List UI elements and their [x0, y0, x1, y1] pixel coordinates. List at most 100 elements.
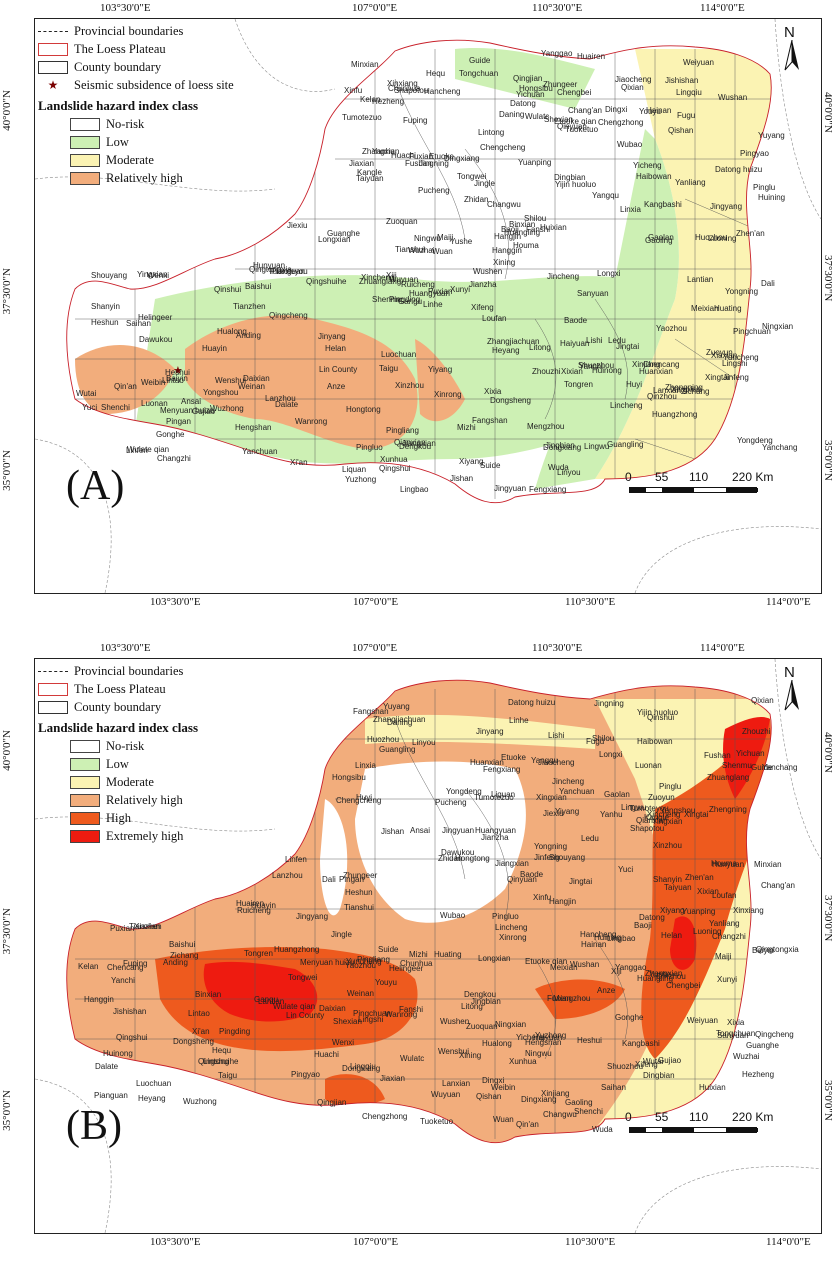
place-name-label: Liquan: [491, 790, 516, 799]
place-name-label: Jingyang: [710, 202, 743, 211]
place-name-label: Dali: [761, 279, 775, 288]
place-name-label: Anding: [163, 958, 188, 967]
place-name-label: Xingxian: [536, 793, 567, 802]
place-name-label: Wanrong: [295, 417, 328, 426]
place-name-label: Pingchuan: [353, 1009, 391, 1018]
place-name-label: Houma: [513, 241, 539, 250]
place-name-label: Dingxiang: [521, 1095, 557, 1104]
legend-no-risk: No-risk: [106, 116, 145, 131]
place-name-label: Linfen: [126, 446, 148, 455]
place-name-label: Wuyuan: [431, 1090, 461, 1099]
panel-b: 103°30'0"E 107°0'0"E 110°30'0"E 114°0'0"…: [0, 640, 837, 1273]
place-name-label: Daixian: [243, 374, 270, 383]
place-name-label: Huairen: [236, 899, 265, 908]
place-name-label: Huayin: [251, 901, 276, 910]
lon-tick-a-3: 110°30'0"E: [532, 2, 583, 14]
place-name-label: Sanyuan: [577, 289, 609, 298]
place-name-label: Lingbao: [400, 485, 429, 494]
place-name-label: Gonghe: [156, 430, 185, 439]
place-name-label: Haibowan: [636, 172, 672, 181]
place-name-label: Chengcheng: [480, 143, 526, 152]
place-name-label: Luonan: [141, 399, 168, 408]
place-name-label: Yangqu: [592, 191, 619, 200]
place-name-label: Wenshui: [438, 1047, 469, 1056]
place-name-label: Yongning: [534, 842, 568, 851]
place-name-label: Hanggin: [84, 995, 114, 1004]
legend-low-b: Low: [106, 756, 129, 771]
place-name-label: Datong huizu: [508, 698, 556, 707]
place-name-label: Anding: [236, 331, 261, 340]
place-name-label: Suide: [480, 461, 501, 470]
place-name-label: Huozhou: [367, 735, 400, 744]
place-name-label: Helan: [661, 931, 682, 940]
lon-tick-b-b4: 114°0'0"E: [766, 1236, 811, 1248]
place-name-label: Wushen: [440, 1017, 470, 1026]
place-name-label: Anze: [327, 382, 346, 391]
lat-tick-a-l1: 40°0'0"N: [1, 90, 13, 131]
place-name-label: Ansai: [181, 397, 202, 406]
place-name-label: Datong huizu: [715, 165, 763, 174]
place-name-label: Hancheng: [580, 930, 617, 939]
place-name-label: Linyou: [557, 468, 581, 477]
place-name-label: Chengcheng: [336, 796, 382, 805]
place-name-label: Jingtai: [569, 877, 593, 886]
place-name-label: Jinfeng: [723, 373, 749, 382]
map-frame-b: [34, 658, 822, 1234]
place-name-label: Helan: [325, 344, 346, 353]
place-name-label: Qingshui: [379, 464, 411, 473]
place-name-label: Xunhua: [509, 1057, 537, 1066]
place-name-label: Xifeng: [471, 303, 494, 312]
swatch-no-risk: [70, 117, 100, 131]
place-name-label: Hengshan: [235, 423, 272, 432]
legend-rel-high-b: Relatively high: [106, 792, 183, 807]
place-name-label: Pingluo: [356, 443, 383, 452]
place-name-label: Dingxi: [605, 105, 628, 114]
place-name-label: Fuxian: [547, 994, 572, 1003]
place-name-label: Qixian: [751, 696, 774, 705]
place-name-label: Taiyuan: [356, 174, 384, 183]
place-name-label: Wuda: [548, 463, 569, 472]
place-name-label: Youyu: [639, 107, 661, 116]
place-name-label: Jincheng: [547, 272, 580, 281]
scalebar-a: 0 55 110 220 Km: [625, 470, 775, 500]
place-name-label: Qingjian: [513, 74, 543, 83]
place-name-label: Jishishan: [665, 76, 699, 85]
legend-provincial-label-b: Provincial boundaries: [74, 663, 184, 678]
north-arrow-a: N: [777, 24, 807, 71]
place-name-label: Weibin: [141, 378, 166, 387]
place-name-label: Jiexiu: [543, 809, 564, 818]
place-name-label: Yuanping: [682, 907, 716, 916]
place-name-label: Mengzhou: [553, 994, 591, 1003]
place-name-label: Hancheng: [424, 87, 461, 96]
place-name-label: Shilou: [524, 214, 547, 223]
place-name-label: Yuyang: [758, 131, 785, 140]
place-name-label: Hengshan: [525, 1038, 562, 1047]
place-name-label: Wulatc: [400, 1054, 425, 1063]
place-name-label: Huairen: [577, 52, 606, 61]
place-name-label: Pinglu: [753, 183, 776, 192]
place-name-label: Pingan: [339, 875, 364, 884]
place-name-label: Huayin: [202, 344, 227, 353]
place-name-label: Wulate qian: [273, 1002, 316, 1011]
place-name-label: Kangle: [357, 168, 382, 177]
place-name-label: Yangqu: [531, 756, 558, 765]
place-name-label: Xinjiang: [541, 1089, 570, 1098]
place-name-label: Hangjin: [549, 897, 577, 906]
place-name-label: Wuzhai: [733, 1052, 760, 1061]
place-name-label: Xixia: [727, 1018, 745, 1027]
place-name-label: Huating: [434, 950, 462, 959]
map-a: ★: [35, 19, 821, 593]
place-name-label: Zichang: [681, 387, 710, 396]
place-name-label: Tumoteyou: [268, 267, 308, 276]
place-name-label: Yingxian: [652, 817, 683, 826]
place-name-label: Tianzhen: [233, 302, 266, 311]
place-name-label: Huyi: [356, 793, 373, 802]
place-name-label: Gaoling: [565, 1098, 593, 1107]
place-name-label: Yongning: [725, 287, 759, 296]
legend-seismic-label: Seismic subsidence of loess site: [74, 77, 234, 92]
place-name-label: Fengxiang: [529, 485, 567, 494]
place-name-label: Yuncheng: [346, 957, 382, 966]
place-name-label: Menyuan huizu: [300, 958, 355, 967]
legend-title-a: Landslide hazard index class: [38, 97, 199, 113]
scale-a-1: 55: [655, 470, 669, 484]
